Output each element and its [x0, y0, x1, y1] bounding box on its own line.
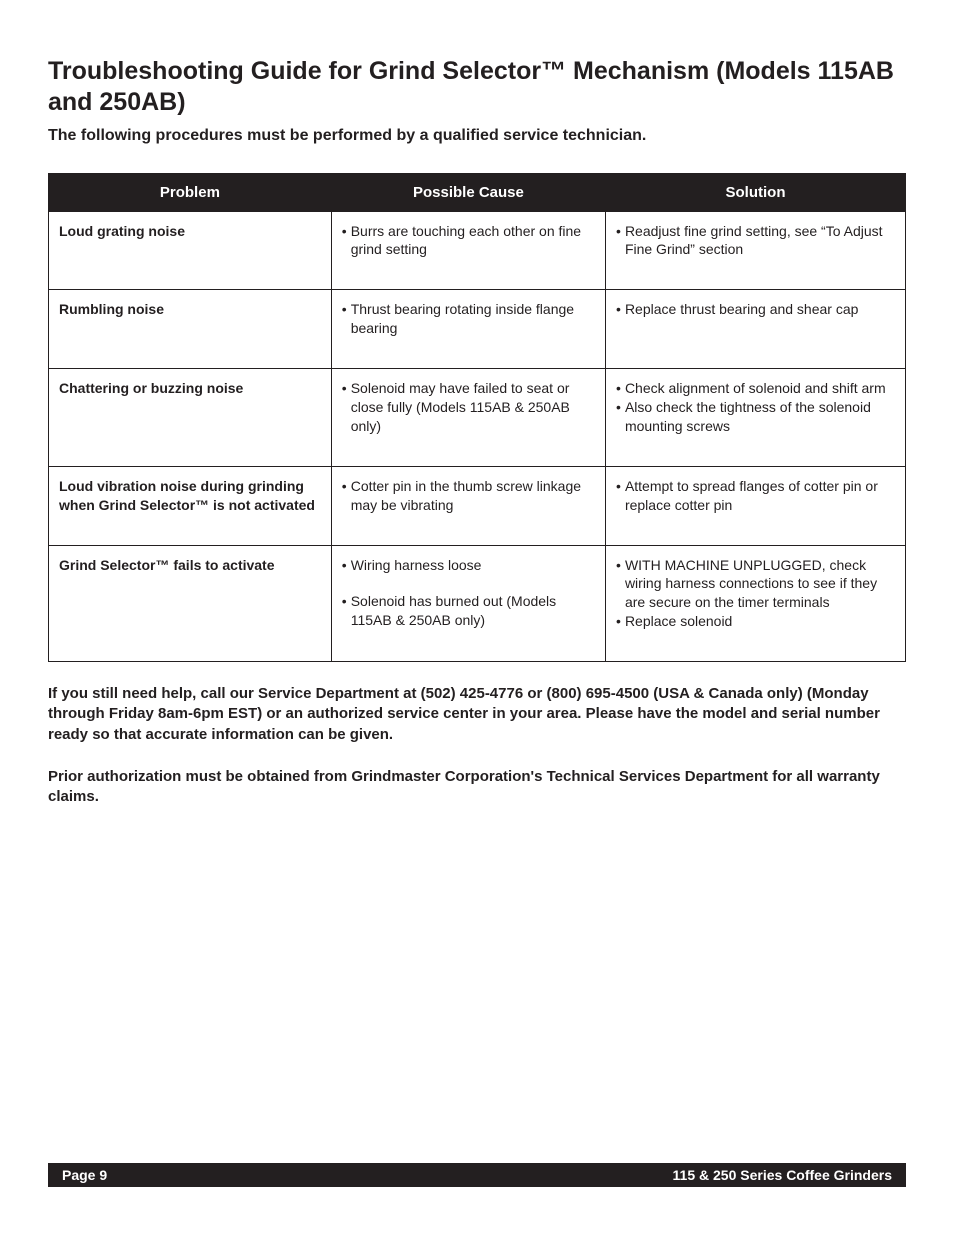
cause-item: •Solenoid may have failed to seat or clo… [342, 379, 595, 436]
cause-item: •Thrust bearing rotating inside flange b… [342, 300, 595, 338]
bullet-icon: • [342, 222, 347, 241]
cause-text: Solenoid may have failed to seat or clos… [351, 379, 595, 436]
cell-problem: Grind Selector™ fails to activate [49, 545, 332, 662]
table-row: Grind Selector™ fails to activate•Wiring… [49, 545, 906, 662]
table-row: Rumbling noise•Thrust bearing rotating i… [49, 290, 906, 369]
solution-text: Also check the tightness of the solenoid… [625, 398, 895, 436]
cell-solution: •WITH MACHINE UNPLUGGED, check wiring ha… [606, 545, 906, 662]
cell-solution: •Check alignment of solenoid and shift a… [606, 369, 906, 467]
cause-text: Wiring harness loose [351, 556, 595, 575]
page-title: Troubleshooting Guide for Grind Selector… [48, 56, 906, 119]
cell-cause: •Thrust bearing rotating inside flange b… [331, 290, 605, 369]
solution-text: WITH MACHINE UNPLUGGED, check wiring har… [625, 556, 895, 613]
cause-item: •Wiring harness loose [342, 556, 595, 575]
bullet-icon: • [342, 300, 347, 319]
bullet-icon: • [616, 222, 621, 241]
page-subtitle: The following procedures must be perform… [48, 127, 906, 145]
solution-item: •Attempt to spread flanges of cotter pin… [616, 477, 895, 515]
table-header-row: Problem Possible Cause Solution [49, 173, 906, 211]
col-header-problem: Problem [49, 173, 332, 211]
solution-text: Readjust fine grind setting, see “To Adj… [625, 222, 895, 260]
cell-cause: •Cotter pin in the thumb screw linkage m… [331, 466, 605, 545]
solution-item: •Readjust fine grind setting, see “To Ad… [616, 222, 895, 260]
cause-item: •Solenoid has burned out (Models 115AB &… [342, 592, 595, 630]
cell-solution: •Replace thrust bearing and shear cap [606, 290, 906, 369]
bullet-icon: • [616, 398, 621, 417]
footer-left: Page 9 [62, 1167, 107, 1183]
solution-text: Replace thrust bearing and shear cap [625, 300, 895, 319]
cell-solution: •Readjust fine grind setting, see “To Ad… [606, 211, 906, 290]
page-footer: Page 9 115 & 250 Series Coffee Grinders [48, 1163, 906, 1187]
solution-item: •Replace solenoid [616, 612, 895, 631]
bullet-icon: • [616, 612, 621, 631]
document-page: Troubleshooting Guide for Grind Selector… [0, 0, 954, 1235]
cell-problem: Rumbling noise [49, 290, 332, 369]
cause-text: Thrust bearing rotating inside flange be… [351, 300, 595, 338]
bullet-icon: • [342, 592, 347, 611]
cause-text: Solenoid has burned out (Models 115AB & … [351, 592, 595, 630]
bullet-icon: • [616, 300, 621, 319]
help-note: If you still need help, call our Service… [48, 684, 906, 745]
cell-problem: Loud vibration noise during grinding whe… [49, 466, 332, 545]
bullet-icon: • [616, 379, 621, 398]
solution-item: •WITH MACHINE UNPLUGGED, check wiring ha… [616, 556, 895, 613]
solution-item: •Also check the tightness of the solenoi… [616, 398, 895, 436]
cause-text: Burrs are touching each other on fine gr… [351, 222, 595, 260]
bullet-icon: • [616, 477, 621, 496]
cell-cause: •Solenoid may have failed to seat or clo… [331, 369, 605, 467]
bullet-icon: • [342, 556, 347, 575]
cell-problem: Loud grating noise [49, 211, 332, 290]
footer-right: 115 & 250 Series Coffee Grinders [673, 1167, 892, 1183]
solution-item: •Replace thrust bearing and shear cap [616, 300, 895, 319]
col-header-cause: Possible Cause [331, 173, 605, 211]
cause-item: •Cotter pin in the thumb screw linkage m… [342, 477, 595, 515]
cell-solution: •Attempt to spread flanges of cotter pin… [606, 466, 906, 545]
cell-cause: •Burrs are touching each other on fine g… [331, 211, 605, 290]
solution-text: Attempt to spread flanges of cotter pin … [625, 477, 895, 515]
solution-text: Replace solenoid [625, 612, 895, 631]
table-body: Loud grating noise•Burrs are touching ea… [49, 211, 906, 662]
col-header-solution: Solution [606, 173, 906, 211]
cause-item: •Burrs are touching each other on fine g… [342, 222, 595, 260]
troubleshooting-table: Problem Possible Cause Solution Loud gra… [48, 173, 906, 663]
table-row: Loud grating noise•Burrs are touching ea… [49, 211, 906, 290]
cell-problem: Chattering or buzzing noise [49, 369, 332, 467]
cause-text: Cotter pin in the thumb screw linkage ma… [351, 477, 595, 515]
solution-text: Check alignment of solenoid and shift ar… [625, 379, 895, 398]
bullet-icon: • [616, 556, 621, 575]
bullet-icon: • [342, 379, 347, 398]
authorization-note: Prior authorization must be obtained fro… [48, 767, 906, 808]
bullet-icon: • [342, 477, 347, 496]
solution-item: •Check alignment of solenoid and shift a… [616, 379, 895, 398]
table-row: Loud vibration noise during grinding whe… [49, 466, 906, 545]
table-row: Chattering or buzzing noise•Solenoid may… [49, 369, 906, 467]
cell-cause: •Wiring harness loose•Solenoid has burne… [331, 545, 605, 662]
